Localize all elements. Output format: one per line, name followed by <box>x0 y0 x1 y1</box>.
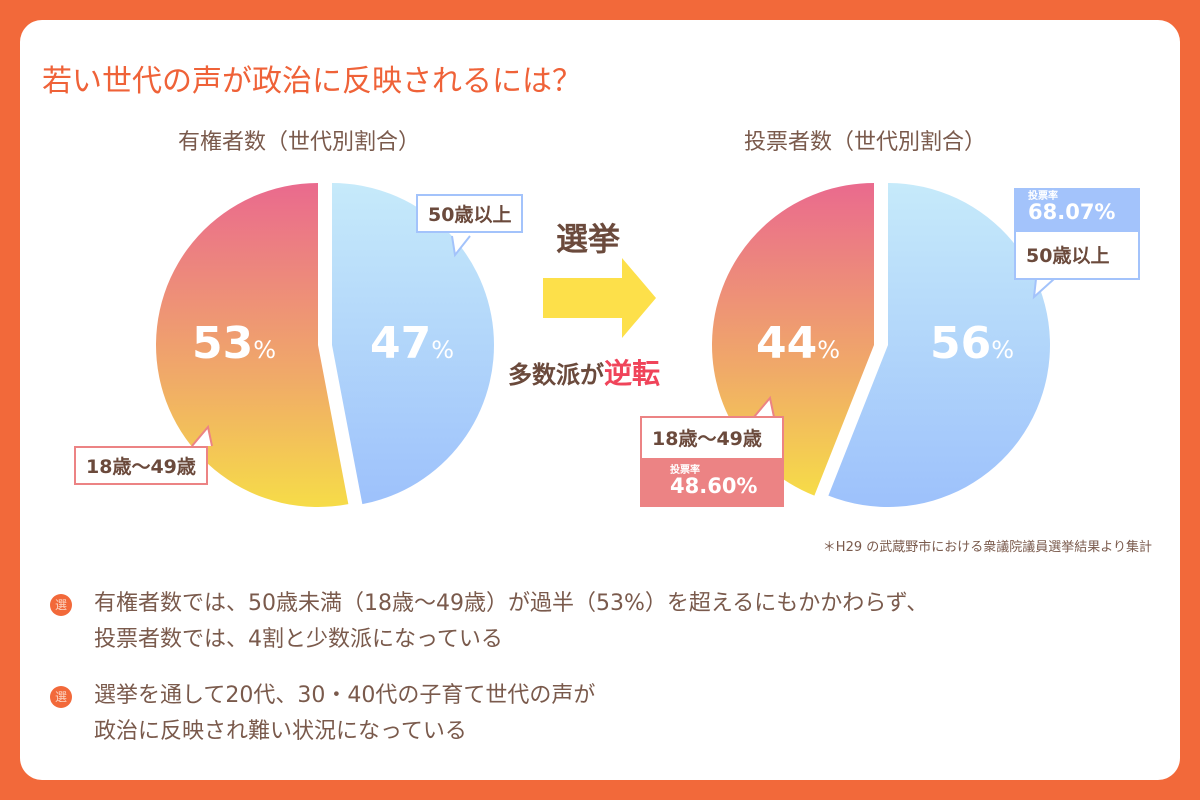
bullet-item: 選 有権者数では、50歳未満（18歳～49歳）が過半（53%）を超えるにもかかわ… <box>50 586 928 658</box>
callout-pointer <box>451 235 471 258</box>
pie-slice-50-plus <box>828 183 1051 507</box>
reversal-caption: 多数派が逆転 <box>508 357 661 390</box>
pct-label: 53% <box>192 318 277 369</box>
left-chart-title: 有権者数（世代別割合） <box>178 130 421 155</box>
pie-slice-18-49 <box>155 183 349 507</box>
election-icon: 選 <box>50 594 72 616</box>
arrow-icon <box>543 258 656 338</box>
page-title: 若い世代の声が政治に反映されるには？ <box>42 64 582 99</box>
pct-label: 44% <box>756 318 841 369</box>
election-icon: 選 <box>50 686 72 708</box>
callout-pointer <box>191 424 213 447</box>
election-label: 選挙 <box>556 220 621 258</box>
source-note: ＊H29 の武蔵野市における衆議院議員選挙結果より集計 <box>822 540 1152 555</box>
callout-18-49: 18歳～49歳 <box>640 416 784 460</box>
pct-label: 56% <box>930 318 1015 369</box>
bullet-item: 選 選挙を通して20代、30・40代の子育て世代の声が 政治に反映され難い状況に… <box>50 678 595 750</box>
callout-50-plus: 50歳以上 <box>1014 230 1140 280</box>
pct-label: 47% <box>370 318 455 369</box>
turnout-box-18-49: 投票率 48.60% <box>640 460 784 507</box>
callout-18-49: 18歳～49歳 <box>74 446 208 485</box>
turnout-box-50-plus: 投票率 68.07% <box>1014 188 1140 230</box>
right-chart-title: 投票者数（世代別割合） <box>744 130 987 155</box>
callout-pointer <box>753 395 775 418</box>
callout-pointer <box>1032 278 1055 300</box>
callout-50-plus: 50歳以上 <box>416 194 524 233</box>
pie-slice-50-plus <box>332 183 494 505</box>
